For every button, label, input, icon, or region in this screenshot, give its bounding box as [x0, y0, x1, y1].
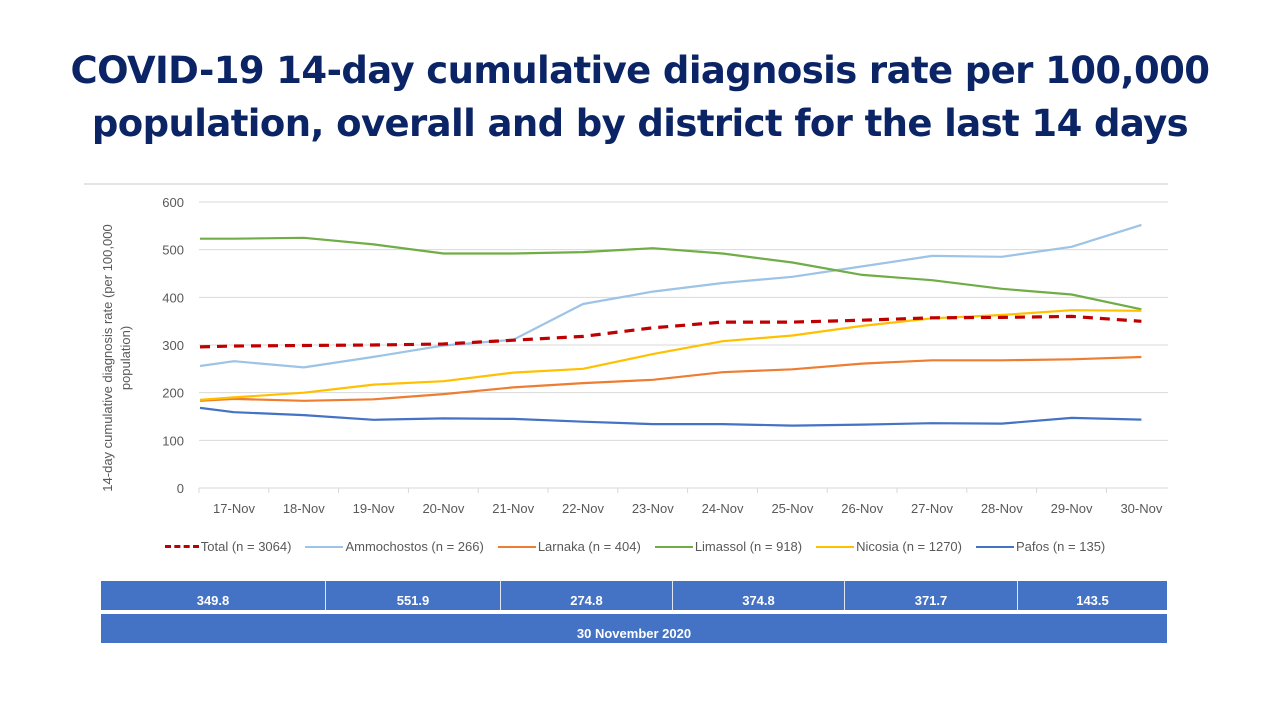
summary-date: 30 November 2020 [101, 614, 1167, 643]
x-tick-label: 27-Nov [911, 501, 953, 516]
summary-date-row: 30 November 2020 [101, 614, 1167, 643]
legend-swatch [654, 545, 693, 548]
summary-cell-total: 349.8 [101, 581, 326, 610]
y-tick-label: 300 [162, 338, 184, 353]
x-tick-label: 29-Nov [1051, 501, 1093, 516]
y-tick-label: 200 [162, 386, 184, 401]
legend-swatch [497, 545, 536, 548]
x-tick-label: 20-Nov [422, 501, 464, 516]
legend-item-larnaka: Larnaka (n = 404) [497, 539, 641, 554]
x-tick-label: 17-Nov [213, 501, 255, 516]
legend-swatch [305, 545, 344, 548]
series-line-ammochostos [199, 223, 1142, 369]
y-tick-label: 600 [162, 195, 184, 210]
legend-swatch [816, 545, 855, 548]
gridlines [199, 201, 1168, 441]
summary-cell-pafos: 143.5 [1018, 581, 1167, 610]
summary-cell-ammochostos: 551.9 [326, 581, 501, 610]
x-tick-label: 23-Nov [632, 501, 674, 516]
slide-title: COVID-19 14-day cumulative diagnosis rat… [0, 44, 1280, 150]
y-tick-label: 400 [162, 290, 184, 305]
y-tick-label: 500 [162, 243, 184, 258]
series-line-total [199, 314, 1142, 349]
legend-label: Nicosia (n = 1270) [856, 539, 962, 554]
y-tick-label: 100 [162, 433, 184, 448]
legend-item-pafos: Pafos (n = 135) [976, 539, 1105, 554]
x-tick-label: 24-Nov [702, 501, 744, 516]
x-tick-label: 28-Nov [981, 501, 1023, 516]
summary-values-row: 349.8 551.9 274.8 374.8 371.7 143.5 [101, 581, 1167, 610]
summary-cell-limassol: 374.8 [673, 581, 845, 610]
series-line-pafos [199, 406, 1142, 427]
legend-item-nicosia: Nicosia (n = 1270) [816, 539, 962, 554]
series-line-limassol [200, 236, 1142, 311]
series-lines [199, 223, 1142, 427]
x-axis: 17-Nov 18-Nov 19-Nov 20-Nov 21-Nov 22-Nov 23-N… [198, 487, 1168, 516]
legend-label: Total (n = 3064) [200, 539, 292, 554]
title-line-2: population, overall and by district for … [91, 102, 1189, 145]
x-tick-label: 22-Nov [562, 501, 604, 516]
y-tick-label: 0 [177, 481, 184, 496]
x-tick-label: 21-Nov [492, 501, 534, 516]
y-axis-title-line-1: 14-day cumulative diagnosis rate (per 10… [100, 224, 115, 491]
legend-swatch [164, 545, 199, 548]
legend-label: Larnaka (n = 404) [537, 539, 641, 554]
x-tick-label: 25-Nov [771, 501, 813, 516]
legend-item-ammochostos: Ammochostos (n = 266) [305, 539, 484, 554]
series-line-larnaka [199, 355, 1142, 402]
x-tick-label: 19-Nov [353, 501, 395, 516]
x-tick-label: 30-Nov [1120, 501, 1162, 516]
summary-cell-nicosia: 371.7 [845, 581, 1018, 610]
legend-label: Ammochostos (n = 266) [345, 539, 484, 554]
x-tick-label: 26-Nov [841, 501, 883, 516]
legend-item-total: Total (n = 3064) [164, 539, 292, 554]
legend-item-limassol: Limassol (n = 918) [654, 539, 803, 554]
title-line-1: COVID-19 14-day cumulative diagnosis rat… [70, 49, 1210, 92]
y-axis-title-line-2: population) [118, 326, 133, 390]
series-line-nicosia [199, 309, 1142, 401]
legend-label: Pafos (n = 135) [1016, 539, 1106, 554]
legend-swatch [976, 545, 1014, 548]
legend-label: Limassol (n = 918) [694, 539, 803, 554]
chart-legend: Total (n = 3064) Ammochostos (n = 266) Lar… [100, 539, 1170, 554]
x-tick-label: 18-Nov [283, 501, 325, 516]
y-axis-ticks: 0 100 200 300 400 500 600 [162, 195, 184, 496]
summary-cell-larnaka: 274.8 [501, 581, 673, 610]
